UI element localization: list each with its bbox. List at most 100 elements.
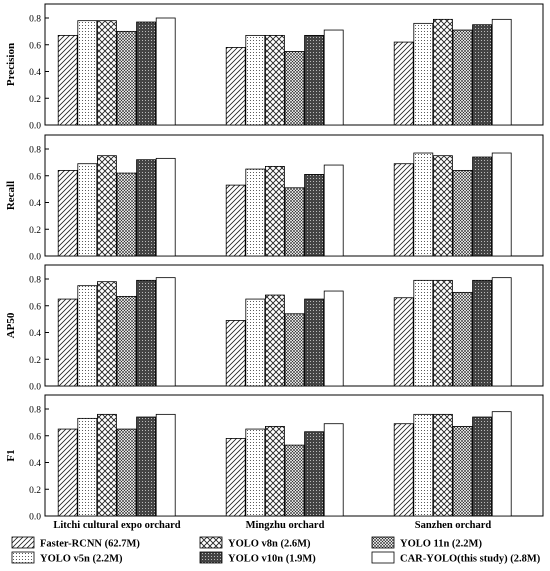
panel-precision: 0.0 0.2 0.4 0.6 0.8 Precision [5,3,544,132]
bar-precision-0-0 [57,34,78,126]
bar-f1-2-2 [432,413,453,517]
bar-ap50-1-2 [264,294,285,387]
bar-f1-0-2 [97,413,117,517]
bar-ap50-0-1 [77,285,98,387]
bar-precision-2-3 [452,29,473,126]
bar-precision-1-1 [245,34,266,126]
y-tick-label: 0.0 [29,253,41,263]
y-axis-label: AP50 [5,312,17,338]
bar-recall-1-3 [284,187,305,257]
y-axis-label: F1 [5,449,17,461]
legend: Faster-RCNN (62.7M) YOLO v8n (2.6M) YOLO 1… [11,536,541,565]
bar-ap50-2-0 [393,297,414,387]
bar-recall-0-3 [116,172,137,257]
panel-ap50: 0.0 0.2 0.4 0.6 0.8 AP50 [5,264,544,393]
bar-ap50-1-0 [225,320,246,387]
legend-item: CAR-YOLO(this study) (2.8M) [371,551,541,565]
y-tick-label: 0.8 [29,406,41,416]
legend-label: YOLO v10n (1.9M) [228,554,316,565]
legend-swatch [11,551,35,564]
bar-recall-2-4 [472,156,493,257]
bar-precision-0-3 [116,30,137,126]
legend-label: Faster-RCNN (62.7M) [40,539,140,550]
legend-label: YOLO v8n (2.6M) [228,539,311,550]
bar-precision-1-5 [323,29,344,126]
y-tick-label: 0.2 [29,226,41,236]
y-tick-label: 0.8 [29,146,41,156]
y-tick-label: 0.8 [29,15,41,25]
bar-precision-2-4 [472,24,493,126]
panel-recall: 0.0 0.2 0.4 0.6 0.8 Recall [5,134,544,263]
y-tick-label: 0.0 [29,122,41,132]
legend-item: YOLO v5n (2.2M) [11,551,123,565]
legend-label: CAR-YOLO(this study) (2.8M) [400,554,541,565]
y-tick-label: 0.8 [29,276,41,286]
legend-swatch [11,536,35,549]
bar-recall-2-3 [452,169,473,257]
bar-precision-2-0 [393,41,414,126]
y-tick-label: 0.6 [29,172,41,182]
y-tick-label: 0.4 [29,459,41,469]
y-tick-label: 0.6 [29,302,41,312]
bar-f1-2-1 [413,413,434,517]
y-tick-label: 0.6 [29,432,41,442]
bar-f1-1-5 [323,423,344,517]
category-label: Mingzhu orchard [246,520,325,531]
bar-f1-1-4 [304,431,325,517]
legend-swatch [199,536,223,549]
bar-recall-2-5 [491,152,512,257]
bar-f1-1-1 [245,428,266,517]
bar-ap50-2-4 [472,279,493,387]
legend-swatch [199,551,223,564]
bar-f1-0-3 [116,428,137,517]
y-tick-label: 0.0 [29,383,41,393]
bar-f1-0-0 [57,428,78,517]
y-tick-label: 0.4 [29,68,41,78]
bar-f1-2-0 [393,423,414,517]
legend-label: YOLO v5n (2.2M) [40,554,123,565]
bar-ap50-1-5 [323,290,344,387]
bar-precision-0-4 [136,21,157,126]
bar-precision-1-4 [304,34,325,126]
bar-recall-0-2 [97,155,117,257]
category-label: Sanzhen orchard [415,520,492,531]
legend-label: YOLO 11n (2.2M) [400,539,482,550]
bar-f1-1-3 [284,444,305,517]
y-tick-label: 0.6 [29,41,41,51]
bar-ap50-0-4 [136,279,157,387]
bar-recall-1-2 [264,165,285,257]
bar-precision-2-2 [432,18,453,126]
legend-item: YOLO 11n (2.2M) [371,536,482,550]
bar-ap50-1-1 [245,298,266,387]
bar-recall-2-1 [413,152,434,257]
bar-ap50-0-5 [155,277,176,387]
bar-ap50-1-4 [304,298,325,387]
bar-precision-2-5 [491,18,512,126]
bar-precision-0-5 [155,17,176,126]
legend-swatch [371,536,395,549]
bar-f1-0-1 [77,417,98,517]
legend-swatch [371,551,395,564]
y-tick-label: 0.2 [29,356,41,366]
bar-f1-2-4 [472,416,493,517]
bar-recall-0-1 [77,163,98,257]
bar-recall-2-2 [432,155,453,257]
bar-precision-1-3 [284,51,305,126]
y-tick-label: 0.0 [29,513,41,523]
bar-precision-2-1 [413,22,434,126]
bar-f1-0-5 [155,413,176,517]
legend-item: YOLO v8n (2.6M) [199,536,311,550]
bar-ap50-0-0 [57,298,78,387]
y-tick-label: 0.2 [29,95,41,105]
y-tick-label: 0.4 [29,199,41,209]
bar-precision-0-2 [97,20,117,126]
bar-ap50-2-3 [452,291,473,387]
legend-item: Faster-RCNN (62.7M) [11,536,140,550]
bar-ap50-2-5 [491,277,512,387]
panels-layer: 0.0 0.2 0.4 0.6 0.8 Precision 0.0 0.2 0.4 0.6 0.8 R… [5,3,544,523]
bar-recall-0-4 [136,159,157,257]
panel-f1: 0.0 0.2 0.4 0.6 0.8 F1 [5,394,544,523]
bar-ap50-0-3 [116,295,137,387]
bar-ap50-1-3 [284,313,305,387]
